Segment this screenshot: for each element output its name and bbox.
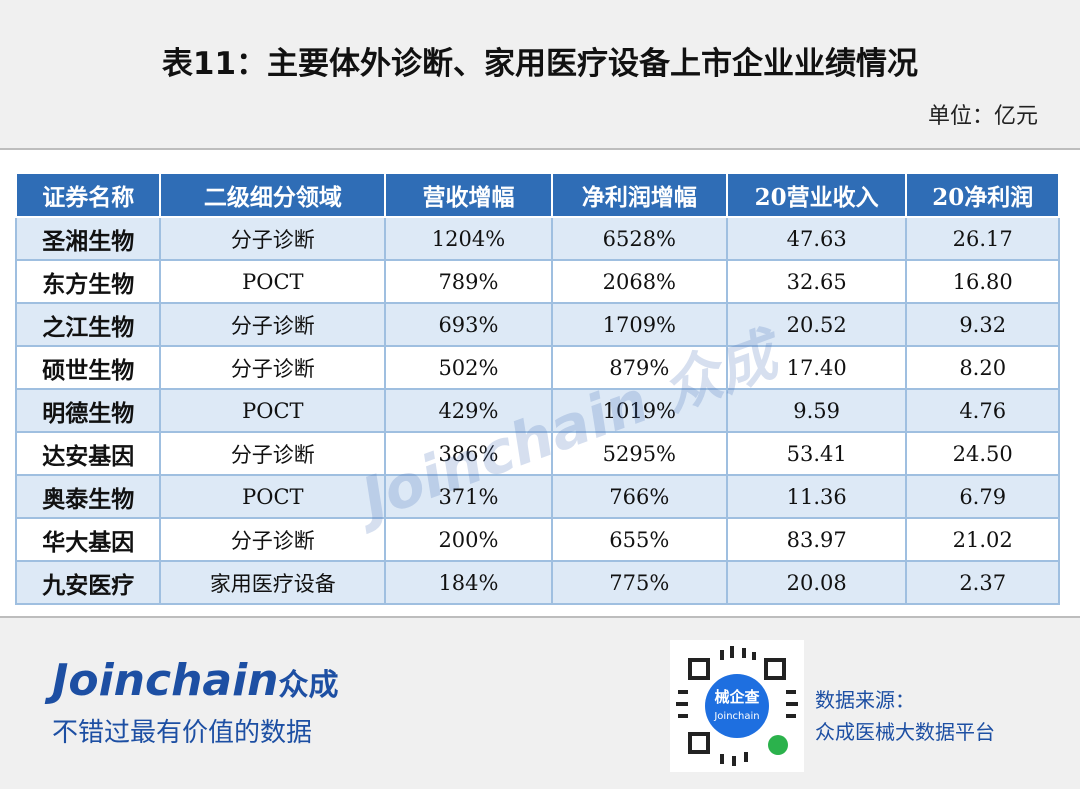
qr-code: 械企查 Joinchain [670,640,804,772]
table-body: 圣湘生物 分子诊断 1204% 6528% 47.63 26.17 东方生物 POCT 789%… [14,216,1060,605]
qr-dots [676,646,798,766]
table-cell: POCT [159,388,387,433]
company-name: 明德生物 [14,388,162,433]
column-header: 营收增幅 [384,172,553,218]
company-name: 硕世生物 [14,345,162,390]
table-row: 奥泰生物 POCT 371% 766% 11.36 6.79 [14,474,1060,519]
table-cell: 21.02 [905,517,1060,562]
table-cell: 184% [384,560,553,605]
table-cell: 8.20 [905,345,1060,390]
table-cell: 879% [550,345,728,390]
header: 表11：主要体外诊断、家用医疗设备上市企业业绩情况 单位：亿元 [0,0,1080,150]
header-row: 证券名称 二级细分领域 营收增幅 净利润增幅 20营业收入 20净利润 [14,172,1060,218]
qr-title: 械企查 [714,688,760,706]
table-cell: 693% [384,302,553,347]
table-cell: 20.08 [725,560,908,605]
table-cell: 386% [384,431,553,476]
table-cell: 17.40 [725,345,908,390]
table-row: 圣湘生物 分子诊断 1204% 6528% 47.63 26.17 [14,216,1060,261]
table-cell: 分子诊断 [159,345,387,390]
column-header: 20净利润 [905,172,1060,218]
title: 表11：主要体外诊断、家用医疗设备上市企业业绩情况 [161,46,919,82]
table-row: 达安基因 分子诊断 386% 5295% 53.41 24.50 [14,431,1060,476]
table-cell: 429% [384,388,553,433]
brand: Joinchain众成 [52,655,339,706]
table-cell: 分子诊断 [159,216,387,261]
column-header: 20营业收入 [725,172,908,218]
qr-sub: Joinchain [713,711,759,722]
table-row: 硕世生物 分子诊断 502% 879% 17.40 8.20 [14,345,1060,390]
table-row: 九安医疗 家用医疗设备 184% 775% 20.08 2.37 [14,560,1060,605]
table-cell: 分子诊断 [159,302,387,347]
table-cell: 4.76 [905,388,1060,433]
table-cell: 6528% [550,216,728,261]
table-cell: 775% [550,560,728,605]
table-cell: 53.41 [725,431,908,476]
table-cell: 200% [384,517,553,562]
table-cell: 32.65 [725,259,908,304]
column-header: 净利润增幅 [550,172,728,218]
table-cell: 26.17 [905,216,1060,261]
table-cell: 1019% [550,388,728,433]
company-name: 圣湘生物 [14,216,162,261]
table-cell: 47.63 [725,216,908,261]
table-cell: 2068% [550,259,728,304]
table-cell: 家用医疗设备 [159,560,387,605]
unit: 单位：亿元 [927,104,1038,129]
qr-graphic: 械企查 Joinchain [676,646,798,766]
table-cell: 789% [384,259,553,304]
table: 证券名称 二级细分领域 营收增幅 净利润增幅 20营业收入 20净利润 圣湘生物 分子诊断 12… [14,172,1060,605]
table-cell: 24.50 [905,431,1060,476]
table-cell: 83.97 [725,517,908,562]
table-cell: POCT [159,474,387,519]
table-cell: 502% [384,345,553,390]
company-name: 达安基因 [14,431,162,476]
company-name: 华大基因 [14,517,162,562]
source: 众成医械大数据平台 [815,720,995,744]
table-cell: 766% [550,474,728,519]
table-row: 东方生物 POCT 789% 2068% 32.65 16.80 [14,259,1060,304]
table-area: 证券名称 二级细分领域 营收增幅 净利润增幅 20营业收入 20净利润 圣湘生物 分子诊断 12… [0,150,1080,618]
table-row: 之江生物 分子诊断 693% 1709% 20.52 9.32 [14,302,1060,347]
table-cell: 1204% [384,216,553,261]
company-name: 奥泰生物 [14,474,162,519]
table-cell: 371% [384,474,553,519]
table-cell: 16.80 [905,259,1060,304]
brand-cn: 众成 [278,668,339,703]
table-cell: 9.59 [725,388,908,433]
table-cell: 2.37 [905,560,1060,605]
brand-en: Joinchain [52,655,279,706]
column-header: 证券名称 [14,172,162,218]
table-cell: POCT [159,259,387,304]
table-cell: 9.32 [905,302,1060,347]
table-cell: 6.79 [905,474,1060,519]
table-cell: 分子诊断 [159,431,387,476]
qr-center [705,674,769,738]
table-cell: 分子诊断 [159,517,387,562]
column-header: 二级细分领域 [159,172,387,218]
table-cell: 20.52 [725,302,908,347]
table-row: 华大基因 分子诊断 200% 655% 83.97 21.02 [14,517,1060,562]
tagline: 不错过最有价值的数据 [52,718,313,748]
wechat-icon [768,735,788,755]
company-name: 九安医疗 [14,560,162,605]
table-cell: 11.36 [725,474,908,519]
table-cell: 1709% [550,302,728,347]
table-cell: 5295% [550,431,728,476]
company-name: 东方生物 [14,259,162,304]
company-name: 之江生物 [14,302,162,347]
table-cell: 655% [550,517,728,562]
source-label: 数据来源： [815,688,915,712]
table-row: 明德生物 POCT 429% 1019% 9.59 4.76 [14,388,1060,433]
